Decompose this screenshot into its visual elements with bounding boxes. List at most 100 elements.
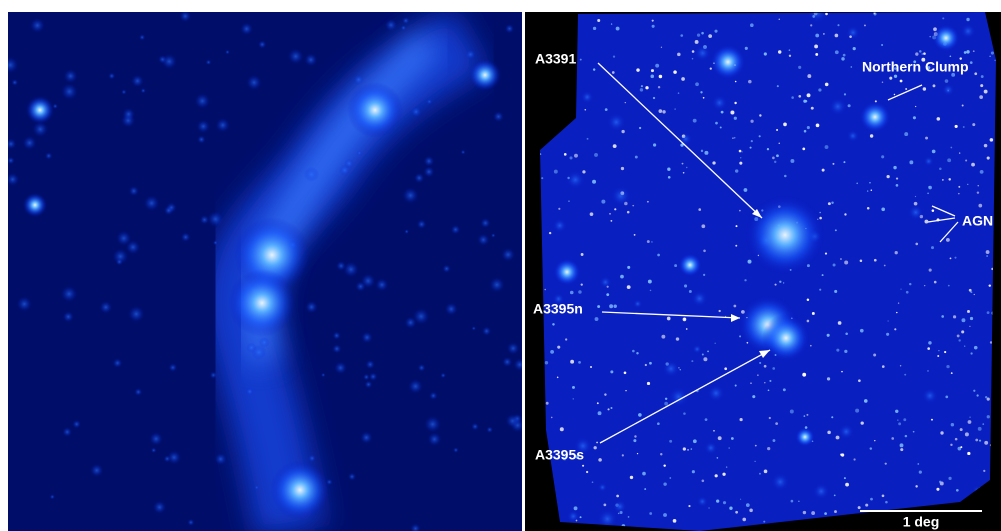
source [17,296,32,312]
source [471,422,479,431]
source [8,138,17,150]
source [759,472,761,475]
source [912,430,915,433]
source [610,370,614,374]
source [633,234,636,236]
source [632,349,635,353]
source [205,59,212,66]
source [968,288,972,292]
source [985,250,990,254]
source [22,136,37,150]
source [225,49,230,55]
source [927,192,929,195]
source [404,316,417,329]
source [819,211,821,214]
source [651,241,653,243]
source [832,263,836,267]
source [990,51,995,55]
source [858,379,861,383]
source [739,498,742,500]
source [958,192,960,195]
source [958,339,961,342]
source [806,298,810,301]
source [582,464,585,467]
source [682,447,686,451]
source [745,503,750,507]
source [209,371,217,379]
source [423,166,435,177]
source [959,428,963,432]
source [749,508,753,513]
source [8,57,19,73]
source [701,479,705,483]
source [893,165,897,170]
source [954,256,957,259]
source [769,379,772,382]
source [750,23,754,28]
source [824,252,828,255]
source [960,446,963,449]
arrows [927,205,959,243]
source [869,134,874,138]
source [624,101,626,104]
source [927,370,929,372]
source [704,441,718,455]
source [722,501,727,505]
source [757,374,759,376]
source [471,326,476,331]
source [194,93,210,109]
source [245,387,254,396]
source [116,231,132,246]
source [633,439,637,443]
source [451,225,461,235]
source [869,447,873,450]
source [735,244,738,247]
source [131,74,144,87]
source [442,264,451,273]
source [900,288,902,290]
source [571,452,575,455]
source [704,418,708,422]
source [682,171,685,174]
source [258,337,270,348]
source [417,219,427,229]
source [733,116,737,120]
source [610,23,613,25]
source [945,395,949,399]
source [928,268,932,272]
source [610,407,613,410]
source [844,260,849,265]
source [973,345,978,350]
source [572,398,574,400]
source [703,357,708,362]
source [581,91,594,104]
source [694,40,699,44]
source [832,162,835,165]
source [747,259,752,264]
source [735,510,738,514]
source [621,454,624,457]
source [932,84,936,88]
source [121,89,127,95]
source [803,415,806,417]
source [815,33,820,38]
source [739,417,743,422]
source [550,349,554,354]
source [604,108,608,111]
source [970,352,973,355]
source [639,126,642,130]
source [703,249,706,253]
source [716,457,719,459]
source [982,423,985,425]
source [667,167,671,171]
source [954,437,958,441]
source [569,156,573,160]
source [128,186,139,196]
source [977,185,979,187]
source [625,390,627,392]
source [701,353,704,356]
source [691,290,708,307]
source [652,96,656,100]
source [719,126,722,129]
source [938,480,942,484]
